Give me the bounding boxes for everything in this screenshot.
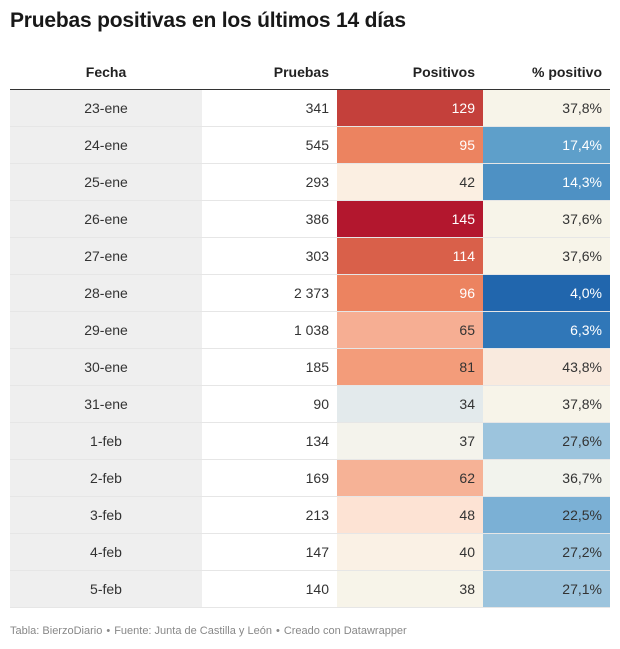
- cell-positivos: 96: [337, 274, 483, 312]
- cell-pruebas: 169: [202, 459, 337, 497]
- footer-separator: •: [106, 625, 111, 637]
- table-row: 28-ene 2 373 96 4,0%: [10, 274, 610, 312]
- cell-pruebas: 1 038: [202, 311, 337, 349]
- cell-positivos: 40: [337, 533, 483, 571]
- cell-pct-positivo: 37,6%: [483, 237, 610, 275]
- cell-positivos: 38: [337, 570, 483, 608]
- cell-fecha: 30-ene: [10, 348, 202, 386]
- cell-pruebas: 386: [202, 200, 337, 238]
- cell-positivos: 114: [337, 237, 483, 275]
- cell-pruebas: 147: [202, 533, 337, 571]
- cell-pruebas: 2 373: [202, 274, 337, 312]
- cell-positivos: 81: [337, 348, 483, 386]
- cell-positivos: 62: [337, 459, 483, 497]
- cell-pct-positivo: 43,8%: [483, 348, 610, 386]
- cell-pct-positivo: 14,3%: [483, 163, 610, 201]
- cell-fecha: 5-feb: [10, 570, 202, 608]
- cell-positivos: 129: [337, 89, 483, 127]
- cell-fecha: 26-ene: [10, 200, 202, 238]
- table-row: 27-ene 303 114 37,6%: [10, 237, 610, 275]
- table-row: 3-feb 213 48 22,5%: [10, 496, 610, 534]
- footer-credits: Tabla: BierzoDiario • Fuente: Junta de Cas…: [10, 625, 407, 637]
- cell-positivos: 37: [337, 422, 483, 460]
- cell-pct-positivo: 27,2%: [483, 533, 610, 571]
- cell-pct-positivo: 22,5%: [483, 496, 610, 534]
- footer-tool: Creado con Datawrapper: [283, 625, 407, 637]
- cell-pruebas: 134: [202, 422, 337, 460]
- table-body: 23-ene 341 129 37,8% 24-ene 545 95 17,4% 25-ene 2…: [10, 89, 610, 608]
- table-row: 1-feb 134 37 27,6%: [10, 422, 610, 460]
- table-row: 25-ene 293 42 14,3%: [10, 163, 610, 201]
- cell-pruebas: 545: [202, 126, 337, 164]
- table-row: 2-feb 169 62 36,7%: [10, 459, 610, 497]
- cell-pct-positivo: 6,3%: [483, 311, 610, 349]
- cell-fecha: 24-ene: [10, 126, 202, 164]
- cell-fecha: 4-feb: [10, 533, 202, 571]
- cell-pct-positivo: 36,7%: [483, 459, 610, 497]
- cell-positivos: 65: [337, 311, 483, 349]
- table-row: 26-ene 386 145 37,6%: [10, 200, 610, 238]
- cell-pruebas: 90: [202, 385, 337, 423]
- table-row: 31-ene 90 34 37,8%: [10, 385, 610, 423]
- table-row: 29-ene 1 038 65 6,3%: [10, 311, 610, 349]
- cell-positivos: 42: [337, 163, 483, 201]
- footer-separator: •: [275, 625, 280, 637]
- footer-author: Tabla: BierzoDiario: [10, 625, 103, 637]
- table-row: 23-ene 341 129 37,8%: [10, 89, 610, 127]
- cell-pct-positivo: 4,0%: [483, 274, 610, 312]
- table-row: 24-ene 545 95 17,4%: [10, 126, 610, 164]
- cell-fecha: 1-feb: [10, 422, 202, 460]
- cell-pruebas: 213: [202, 496, 337, 534]
- cell-pct-positivo: 37,8%: [483, 89, 610, 127]
- cell-fecha: 23-ene: [10, 89, 202, 127]
- table-header-row: Fecha Pruebas Positivos % positivo: [10, 55, 610, 90]
- table-row: 4-feb 147 40 27,2%: [10, 533, 610, 571]
- cell-fecha: 25-ene: [10, 163, 202, 201]
- cell-pct-positivo: 27,6%: [483, 422, 610, 460]
- data-table: Fecha Pruebas Positivos % positivo 23-en…: [10, 55, 610, 608]
- cell-positivos: 34: [337, 385, 483, 423]
- cell-positivos: 95: [337, 126, 483, 164]
- cell-fecha: 29-ene: [10, 311, 202, 349]
- cell-pruebas: 185: [202, 348, 337, 386]
- table-row: 5-feb 140 38 27,1%: [10, 570, 610, 608]
- cell-pct-positivo: 37,6%: [483, 200, 610, 238]
- cell-fecha: 31-ene: [10, 385, 202, 423]
- cell-pct-positivo: 27,1%: [483, 570, 610, 608]
- cell-fecha: 2-feb: [10, 459, 202, 497]
- table-row: 30-ene 185 81 43,8%: [10, 348, 610, 386]
- footer-source: Fuente: Junta de Castilla y León: [114, 625, 272, 637]
- cell-fecha: 28-ene: [10, 274, 202, 312]
- cell-pct-positivo: 17,4%: [483, 126, 610, 164]
- page-title: Pruebas positivas en los últimos 14 días: [10, 9, 406, 32]
- cell-pruebas: 341: [202, 89, 337, 127]
- cell-positivos: 145: [337, 200, 483, 238]
- cell-fecha: 27-ene: [10, 237, 202, 275]
- header-fecha[interactable]: Fecha: [10, 55, 202, 90]
- cell-fecha: 3-feb: [10, 496, 202, 534]
- cell-pct-positivo: 37,8%: [483, 385, 610, 423]
- header-pct-positivo[interactable]: % positivo: [483, 55, 610, 90]
- cell-positivos: 48: [337, 496, 483, 534]
- header-pruebas[interactable]: Pruebas: [202, 55, 337, 90]
- cell-pruebas: 293: [202, 163, 337, 201]
- header-positivos[interactable]: Positivos: [337, 55, 483, 90]
- cell-pruebas: 140: [202, 570, 337, 608]
- cell-pruebas: 303: [202, 237, 337, 275]
